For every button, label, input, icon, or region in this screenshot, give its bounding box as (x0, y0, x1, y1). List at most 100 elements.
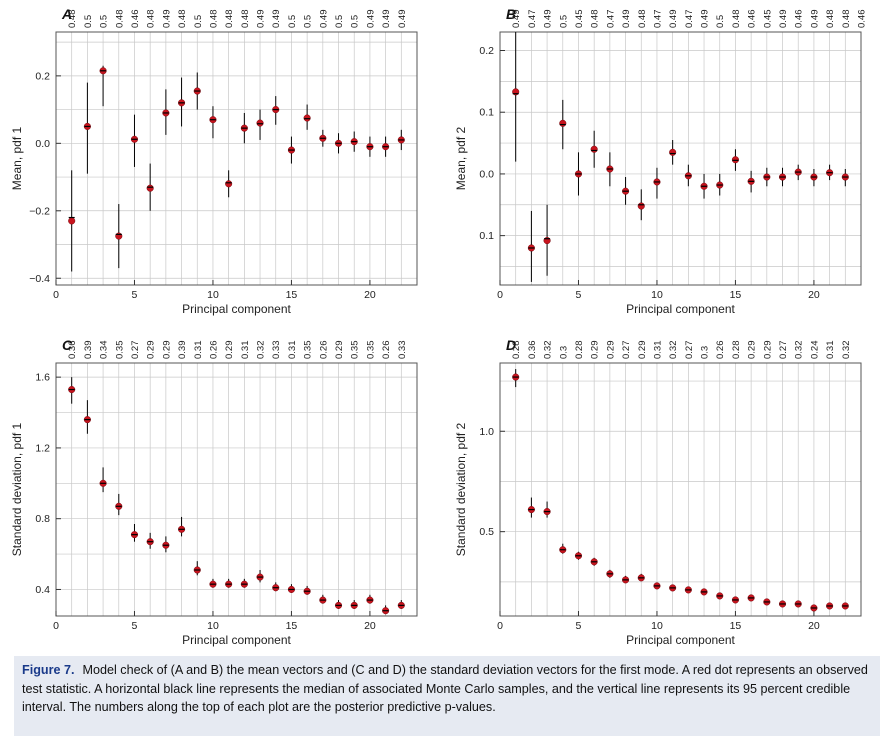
x-tick-label: 0 (497, 620, 503, 632)
p-value-label: 0.32 (841, 341, 852, 360)
plot-frame-c (55, 362, 418, 617)
p-value-label: 0.35 (303, 341, 314, 360)
p-value-label: 0.5 (715, 15, 726, 28)
p-value-label: 0.26 (715, 341, 726, 360)
p-value-label: 0.47 (605, 10, 616, 29)
vertical-gridlines-d (499, 363, 862, 616)
x-tick-label: 5 (576, 289, 582, 301)
p-value-label: 0.33 (271, 341, 282, 360)
x-axis-title-c: Principal component (182, 633, 291, 647)
observed-dot (115, 232, 123, 240)
x-tick-label: 0 (53, 289, 59, 301)
p-value-label: 0.32 (543, 341, 554, 360)
p-value-label: 0.49 (318, 10, 329, 29)
p-value-label: 0.49 (161, 10, 172, 29)
p-value-label: 0.5 (334, 15, 345, 28)
p-value-label: 0.24 (809, 341, 820, 360)
p-value-label: 0.31 (287, 341, 298, 360)
x-tick-label: 10 (651, 620, 663, 632)
p-value-label: 0.32 (668, 341, 679, 360)
p-value-label: 0.5 (99, 15, 110, 28)
p-value-label: 0.49 (381, 10, 392, 29)
x-axis-title-b: Principal component (626, 302, 735, 316)
p-value-label: 0.48 (224, 10, 235, 29)
p-value-label: 0.48 (208, 10, 219, 29)
p-value-label: 0.48 (114, 10, 125, 29)
p-value-label: 0.36 (67, 341, 78, 360)
p-value-label: 0.5 (558, 15, 569, 28)
figure-panels: A 0 5 10 15 20 −0.4 −0.2 0.0 0.2 Principal compone… (10, 6, 868, 647)
y-tick-label: 0.1 (479, 107, 494, 119)
p-values-d: 0.28 0.36 0.32 0.3 0.28 0.29 0.29 0.27 0.29 0.31 0… (511, 341, 852, 360)
x-tick-label: 0 (497, 289, 503, 301)
x-tick-label: 10 (207, 620, 219, 632)
p-value-label: 0.45 (762, 10, 773, 29)
x-tick-label: 10 (207, 289, 219, 301)
x-tick-label: 15 (730, 620, 742, 632)
p-value-label: 0.49 (365, 10, 376, 29)
p-value-label: 0.29 (605, 341, 616, 360)
plot-frame-a (55, 31, 418, 286)
p-value-label: 0.36 (527, 341, 538, 360)
panel-letter-c: C (62, 337, 73, 353)
observed-dot (669, 148, 677, 156)
x-axis-title-d: Principal component (626, 633, 735, 647)
caption-text: Model check of (A and B) the mean vector… (22, 663, 868, 714)
p-value-label: 0.27 (778, 341, 789, 360)
plot-frame-b (499, 31, 862, 286)
p-value-label: 0.5 (303, 15, 314, 28)
p-value-label: 0.48 (67, 10, 78, 29)
y-tick-label: 0.1 (479, 230, 494, 242)
observed-dot (637, 202, 645, 210)
p-value-label: 0.49 (778, 10, 789, 29)
observed-dot (303, 114, 311, 122)
p-value-label: 0.5 (193, 15, 204, 28)
x-axis-title-a: Principal component (182, 302, 291, 316)
p-value-label: 0.31 (193, 341, 204, 360)
data-marks-b (512, 32, 849, 282)
observed-dot (146, 184, 154, 192)
observed-dot (256, 119, 264, 127)
data-marks-c (68, 377, 405, 615)
x-tick-label: 15 (286, 620, 298, 632)
p-value-label: 0.49 (809, 10, 820, 29)
x-tick-label: 5 (576, 620, 582, 632)
p-value-label: 0.28 (511, 341, 522, 360)
y-axis-title-d: Standard deviation, pdf 2 (454, 422, 468, 556)
p-value-label: 0.29 (161, 341, 172, 360)
x-tick-label: 20 (808, 289, 820, 301)
panel-c: C 0 5 10 15 20 0.4 0.8 1.2 1.6 Principal component… (10, 337, 418, 647)
p-value-label: 0.46 (130, 10, 141, 29)
p-values-a: 0.48 0.5 0.5 0.48 0.46 0.48 0.49 0.48 0.5 0.48 0.4… (67, 9, 408, 28)
x-tick-label: 5 (132, 620, 138, 632)
panel-d: D 0 5 10 15 20 0.5 1.0 Principal component Standa… (454, 337, 862, 647)
p-value-label: 0.49 (271, 10, 282, 29)
x-tick-label: 20 (364, 620, 376, 632)
p-value-label: 0.48 (146, 10, 157, 29)
horizontal-gridlines-c (56, 376, 417, 590)
caption-label: Figure 7. (22, 663, 75, 677)
x-tick-label: 5 (132, 289, 138, 301)
observed-dot (731, 156, 739, 164)
p-value-label: 0.28 (731, 341, 742, 360)
horizontal-gridlines-b (500, 50, 861, 267)
p-value-label: 0.29 (747, 341, 758, 360)
y-tick-label: 0.0 (479, 168, 494, 180)
p-value-label: 0.29 (637, 341, 648, 360)
p-value-label: 0.46 (794, 10, 805, 29)
p-value-label: 0.47 (684, 10, 695, 29)
p-value-label: 0.48 (177, 10, 188, 29)
p-value-label: 0.39 (177, 341, 188, 360)
p-value-label: 0.31 (652, 341, 663, 360)
p-value-label: 0.33 (397, 341, 408, 360)
data-marks-d (512, 369, 849, 612)
p-value-label: 0.29 (590, 341, 601, 360)
horizontal-gridlines-a (56, 41, 417, 279)
p-value-label: 0.45 (574, 10, 585, 29)
p-value-label: 0.29 (224, 341, 235, 360)
plot-frame-d (499, 362, 862, 617)
vertical-gridlines-b (499, 32, 862, 285)
p-value-label: 0.48 (825, 10, 836, 29)
y-tick-label: 0.2 (479, 45, 494, 57)
p-value-label: 0.35 (114, 341, 125, 360)
